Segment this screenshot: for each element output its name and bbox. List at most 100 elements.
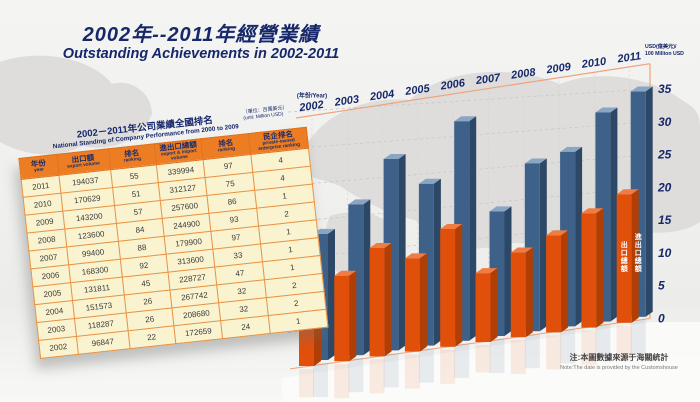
series-label-total: 進出口總額 (634, 232, 642, 273)
bar-total-2011-reflection (630, 319, 646, 354)
bar-export-2010-top (581, 208, 604, 214)
bar-total-2011-side (645, 86, 653, 317)
year-label: 2007 (474, 72, 502, 88)
year-axis-line (295, 63, 651, 119)
bar-total-2002-reflection (313, 363, 328, 397)
bar-total-2002-top (313, 228, 335, 234)
bar-total-2007-top (489, 206, 512, 212)
bar-export-2003-reflection (334, 364, 350, 399)
page-title-en: Outstanding Achievements in 2002-2011 (62, 46, 340, 63)
bar-export-2011-top (616, 189, 639, 195)
floor (282, 322, 700, 402)
bar-export-2006-reflection (440, 349, 456, 384)
bar-export-2006 (440, 228, 456, 347)
bar-export-2008-side (525, 247, 533, 338)
year-label: 2008 (509, 66, 537, 82)
page-title-zh: 2002年--2011年經營業績 (82, 24, 320, 46)
value-axis-unit-zh: USD(億美元)/ (645, 44, 677, 50)
bar-total-2006-reflection (454, 343, 470, 378)
bar-export-2010-reflection (581, 330, 597, 365)
bar-export-2005-side (419, 253, 427, 352)
data-source-note: 注:本圖數據來源于海關統計 Note:The date is provided … (538, 352, 700, 372)
bar-export-2007 (475, 273, 491, 342)
tick-label: 5 (658, 279, 665, 293)
tick-label: 0 (658, 311, 665, 325)
bar-export-2009-top (546, 230, 569, 236)
bar-total-2003-side (363, 199, 371, 356)
year-label: 2011 (616, 50, 642, 65)
bar-export-2003-top (334, 270, 357, 276)
year-label: 2010 (580, 55, 608, 71)
tick-label: 20 (657, 180, 672, 194)
bar-export-2004-top (369, 243, 392, 249)
tick-label: 30 (658, 115, 672, 129)
bar-export-2006-top (440, 223, 463, 229)
bar-export-2008-top (510, 247, 533, 253)
bar-export-2008 (510, 252, 526, 338)
bar-total-2006-top (454, 116, 477, 122)
bar-total-2010-side (610, 107, 618, 322)
value-gridline (287, 88, 651, 113)
bar-export-2007-side (490, 268, 498, 342)
bar-total-2007-reflection (489, 339, 505, 373)
bar-total-2010-top (595, 107, 618, 113)
bar-total-2005-reflection (418, 348, 434, 383)
bar-export-2005-top (404, 253, 427, 259)
bar-export-2004-reflection (369, 359, 385, 394)
year-axis-title: (年份/Year) (297, 92, 327, 100)
bar-export-2011-reflection (616, 325, 632, 360)
tick-label: 10 (658, 246, 672, 260)
bar-total-2009-top (560, 146, 583, 152)
bar-total-2004-top (383, 153, 406, 159)
bar-export-2008-reflection (510, 340, 526, 375)
tick-label: 35 (658, 82, 672, 96)
tick-label: 25 (657, 148, 672, 162)
bar-total-2008-top (524, 158, 547, 164)
bar-export-2005-reflection (404, 354, 420, 389)
data-source-note-zh: 注:本圖數據來源于海關統計 (569, 353, 669, 362)
year-label: 2002 (298, 99, 325, 114)
tick-label: 15 (658, 213, 672, 227)
bar-total-2011-top (630, 86, 653, 92)
bar-export-2003 (334, 275, 350, 362)
value-axis-unit-en: 100 Million USD (645, 50, 684, 57)
performance-table: 年份 year 出口額 export volume 排名 ranking 進出口總額 expo… (18, 127, 328, 359)
bar-total-2003-reflection (348, 358, 364, 393)
bar-export-2007-top (475, 268, 498, 274)
bar-total-2009-side (575, 146, 583, 327)
performance-table-block: 2002－2011年公司業績全國排名 National Standing of … (16, 105, 328, 359)
bar-export-2004-side (384, 243, 392, 357)
year-label: 2003 (333, 94, 360, 109)
bar-total-2007-side (504, 206, 512, 336)
bar-total-2009-reflection (560, 329, 576, 364)
bar-total-2006-side (469, 116, 477, 341)
bar-total-2002-side (328, 228, 335, 360)
bar-total-2010-reflection (595, 324, 611, 359)
year-label: 2005 (404, 83, 432, 99)
bar-export-2011-side (631, 189, 639, 323)
bar-export-2006-side (455, 223, 463, 347)
bar-export-2009-side (561, 230, 569, 333)
bar-export-2005 (404, 258, 420, 352)
bar-total-2005-top (418, 178, 441, 184)
bar-total-2004-side (398, 153, 406, 351)
page-title: 2002年--2011年經營業績 Outstanding Achievement… (26, 24, 376, 63)
bar-export-2003-side (349, 270, 357, 362)
bar-export-2004 (369, 248, 385, 357)
year-label: 2004 (368, 88, 395, 103)
bar-export-2010 (581, 213, 597, 328)
bar-export-2009 (546, 235, 562, 333)
year-cell: 2002 (38, 336, 78, 359)
bar-total-2004-reflection (383, 353, 399, 388)
value-axis-unit-label: USD(億美元)/ 100 Million USD (645, 44, 699, 58)
data-source-note-en: Note:The date is provided by the Customs… (560, 365, 678, 371)
bar-export-2002-reflection (299, 369, 314, 398)
bar-total-2008-reflection (524, 334, 540, 369)
year-label: 2009 (545, 61, 573, 77)
bar-total-2005-side (433, 178, 441, 346)
bar-total-2003-top (348, 199, 371, 205)
bar-export-2007-reflection (475, 345, 491, 373)
bar-export-2010-side (596, 208, 604, 328)
